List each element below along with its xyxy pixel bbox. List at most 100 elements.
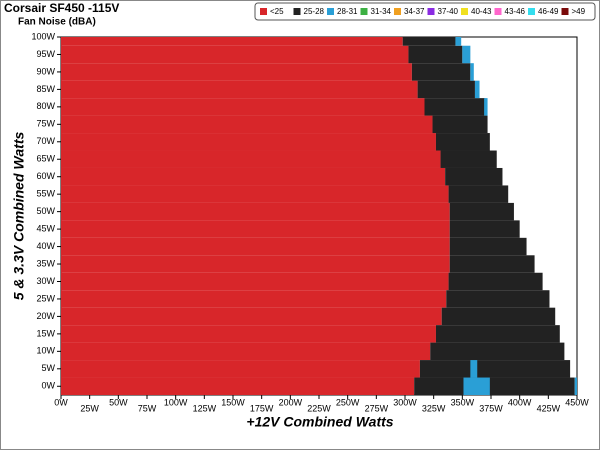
noise-region [61, 325, 436, 343]
legend-swatch [293, 8, 301, 15]
legend-label: 43-46 [505, 7, 526, 16]
legend-swatch [327, 8, 334, 15]
legend-label: 28-31 [337, 7, 358, 16]
legend-label: >49 [572, 7, 586, 16]
noise-region [440, 150, 497, 168]
noise-region [61, 133, 436, 151]
noise-region [455, 37, 462, 46]
x-tick-label: 0W [54, 397, 68, 407]
noise-region [435, 133, 490, 151]
y-tick-label: 65W [36, 154, 55, 164]
x-tick-label: 150W [221, 397, 245, 407]
x-tick-label: 250W [336, 397, 360, 407]
x-tick-label: 375W [479, 403, 503, 413]
y-tick-label: 85W [36, 84, 55, 94]
legend-swatch [494, 8, 502, 15]
noise-region [463, 377, 490, 395]
noise-region [61, 150, 441, 168]
y-tick-label: 100W [31, 31, 55, 41]
noise-region [449, 202, 514, 221]
y-tick-label: 20W [36, 311, 55, 321]
x-tick-label: 50W [109, 397, 128, 407]
noise-region [430, 342, 565, 361]
noise-region [449, 220, 520, 238]
x-tick-label: 425W [537, 403, 561, 413]
noise-region [424, 98, 486, 116]
x-tick-label: 300W [393, 397, 417, 407]
x-tick-label: 100W [164, 397, 188, 407]
noise-region [484, 98, 488, 116]
noise-region [448, 272, 543, 291]
noise-region [470, 360, 478, 378]
noise-region [61, 80, 418, 99]
legend-label: 31-34 [371, 7, 392, 16]
noise-region [61, 202, 450, 221]
legend-swatch [461, 8, 468, 15]
x-tick-label: 25W [80, 403, 99, 413]
x-axis-label: +12V Combined Watts [246, 414, 393, 430]
noise-region [402, 37, 456, 46]
legend-label: 46-49 [538, 7, 559, 16]
y-axis-label: 5 & 3.3V Combined Watts [11, 132, 27, 301]
noise-region [61, 37, 403, 46]
y-tick-label: 95W [36, 49, 55, 59]
y-tick-label: 90W [36, 66, 55, 76]
legend-label: 34-37 [404, 7, 425, 16]
y-tick-label: 25W [36, 293, 55, 303]
y-tick-label: 55W [36, 189, 55, 199]
noise-region [61, 220, 450, 238]
x-tick-label: 175W [250, 403, 274, 413]
noise-region [435, 325, 560, 343]
legend-label: 40-43 [471, 7, 492, 16]
noise-region [474, 80, 480, 99]
y-tick-label: 40W [36, 241, 55, 251]
legend-swatch [427, 8, 435, 15]
x-tick-label: 325W [422, 403, 446, 413]
legend-label: <25 [270, 7, 284, 16]
x-tick-label: 450W [565, 397, 589, 407]
noise-region [445, 167, 503, 186]
x-tick-label: 225W [307, 403, 331, 413]
noise-region [574, 377, 577, 395]
y-tick-label: 0W [42, 381, 56, 391]
noise-region [61, 237, 450, 256]
y-tick-label: 35W [36, 258, 55, 268]
chart-subtitle: Fan Noise (dBA) [18, 17, 96, 28]
chart-title: Corsair SF450 -115V [4, 1, 119, 15]
legend-box [254, 2, 596, 21]
y-tick-label: 50W [36, 206, 55, 216]
x-tick-label: 275W [365, 403, 389, 413]
noise-region [61, 167, 446, 186]
y-tick-label: 60W [36, 171, 55, 181]
legend-swatch [360, 8, 368, 15]
y-tick-label: 45W [36, 223, 55, 233]
noise-region [61, 255, 450, 273]
noise-region [470, 63, 474, 81]
noise-region [441, 307, 556, 326]
y-tick-label: 30W [36, 276, 55, 286]
noise-region [432, 115, 488, 134]
noise-region [61, 98, 425, 116]
y-tick-label: 10W [36, 346, 55, 356]
legend-label: 37-40 [438, 7, 459, 16]
noise-region [61, 115, 433, 134]
noise-region [446, 290, 550, 308]
noise-region [411, 63, 471, 81]
noise-region [414, 377, 575, 395]
x-tick-label: 125W [193, 403, 217, 413]
noise-region [61, 272, 449, 291]
x-tick-label: 200W [279, 397, 303, 407]
x-tick-label: 75W [138, 403, 157, 413]
noise-region [61, 290, 447, 308]
noise-region [419, 360, 571, 378]
noise-region [449, 237, 527, 256]
noise-region [61, 185, 449, 203]
y-tick-label: 80W [36, 101, 55, 111]
y-tick-label: 75W [36, 119, 55, 129]
noise-region [61, 63, 412, 81]
legend-swatch [260, 8, 267, 15]
noise-region [449, 255, 535, 273]
noise-region [417, 80, 475, 99]
noise-region [462, 45, 471, 64]
